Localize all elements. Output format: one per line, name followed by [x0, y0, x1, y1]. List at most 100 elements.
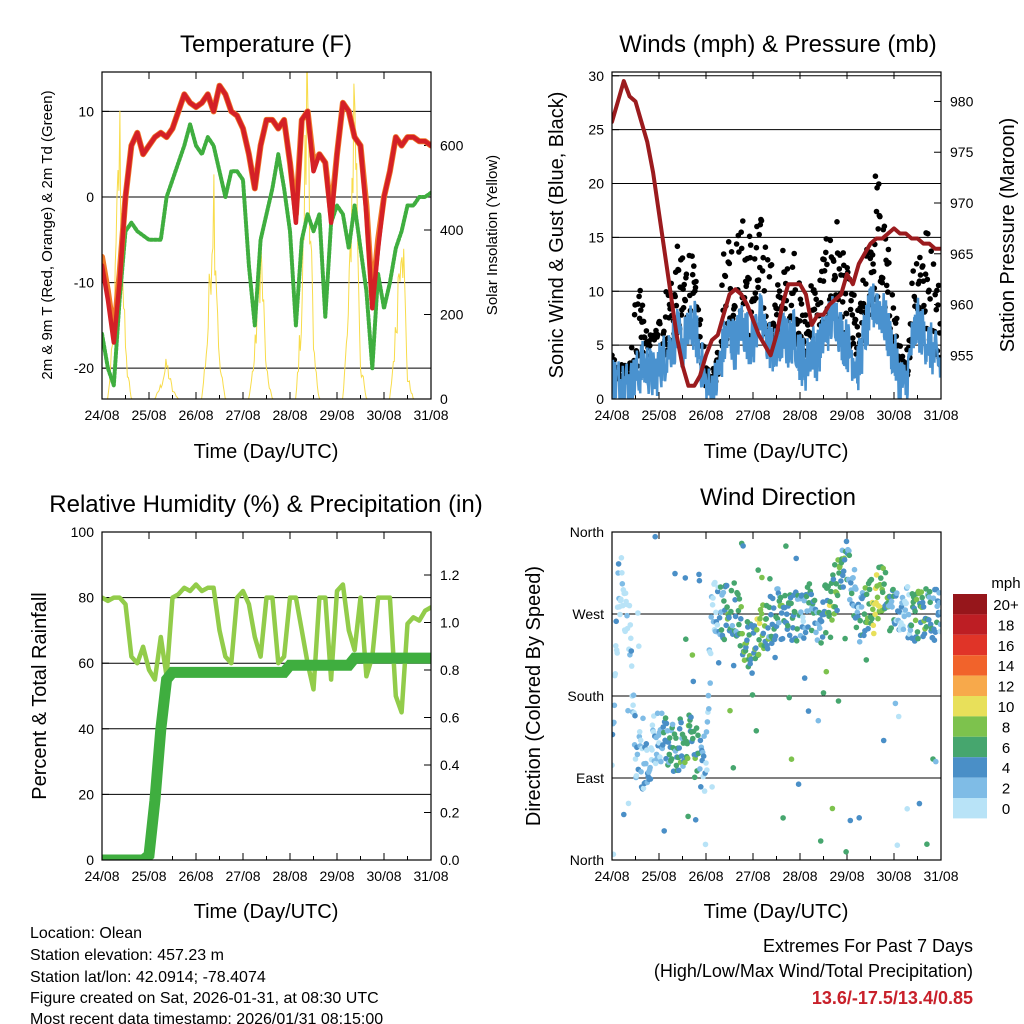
solar-y-label: Solar Insolation (Yellow): [484, 155, 501, 315]
gust-point: [674, 243, 681, 250]
direction-point: [784, 611, 790, 617]
gust-point: [746, 276, 752, 282]
direction-point: [919, 599, 926, 606]
direction-point: [772, 633, 779, 639]
gust-point: [832, 274, 839, 281]
y-tick-label: 0: [86, 189, 94, 205]
direction-point: [768, 611, 774, 618]
direction-point: [782, 592, 788, 599]
gust-point: [854, 324, 861, 330]
direction-point: [707, 650, 714, 657]
direction-point: [833, 581, 839, 587]
temperature-y-label: 2m & 9m T (Red, Orange) & 2m Td (Green): [39, 90, 56, 379]
x-tick-label: 31/08: [923, 868, 958, 884]
direction-point: [755, 567, 761, 573]
legend-title: mph: [991, 575, 1020, 592]
direction-point: [721, 598, 727, 604]
extremes-subtitle: (High/Low/Max Wind/Total Precipitation): [654, 961, 973, 981]
right-y-tick-label: 0.0: [440, 852, 460, 868]
direction-point: [625, 707, 631, 714]
direction-point: [875, 615, 881, 622]
direction-point: [636, 643, 642, 649]
gust-point: [747, 254, 753, 261]
direction-point: [758, 610, 765, 617]
direction-point: [827, 598, 833, 605]
gust-point: [834, 219, 840, 225]
direction-point: [710, 595, 716, 601]
direction-point: [905, 611, 912, 618]
gust-point: [789, 264, 796, 271]
direction-point: [669, 721, 676, 728]
direction-point: [706, 706, 712, 712]
gust-point: [766, 274, 773, 280]
direction-point: [650, 729, 657, 735]
gust-point: [639, 302, 646, 309]
direction-point: [907, 627, 914, 633]
dewpoint-line: [102, 122, 431, 388]
direction-point: [708, 614, 714, 620]
direction-point: [846, 548, 852, 554]
direction-point: [640, 785, 647, 792]
relative-humidity-line: [102, 582, 431, 715]
direction-point: [811, 597, 818, 604]
x-tick-label: 24/08: [594, 868, 629, 884]
right-y-tick-label: 965: [950, 246, 974, 262]
gust-point: [740, 218, 746, 224]
direction-point: [894, 842, 901, 848]
gust-point: [683, 271, 690, 278]
direction-point: [667, 735, 673, 741]
direction-point: [798, 609, 804, 615]
gust-point: [631, 311, 638, 318]
direction-point: [612, 671, 619, 677]
direction-point: [703, 760, 709, 766]
direction-point: [896, 609, 903, 615]
direction-point: [732, 613, 739, 620]
direction-point: [683, 636, 689, 642]
gust-point: [827, 237, 834, 244]
direction-point: [853, 586, 859, 592]
direction-point: [612, 731, 616, 738]
direction-point: [834, 607, 840, 614]
direction-point: [926, 594, 932, 600]
direction-point: [868, 576, 875, 583]
direction-y-label: Direction (Colored By Speed): [523, 566, 545, 826]
direction-point: [727, 707, 733, 714]
legend-swatch: [953, 777, 987, 798]
direction-point: [902, 607, 909, 613]
direction-point: [627, 622, 634, 628]
direction-point: [735, 591, 741, 598]
direction-point: [779, 635, 786, 642]
plot-area-0: 24/08 25/08 26/08 27/08 28/08 29/08 30/08 31/08…: [74, 72, 464, 423]
direction-point: [691, 774, 698, 781]
direction-point: [717, 584, 724, 590]
direction-point: [805, 624, 811, 630]
y-tick-label: 15: [588, 229, 604, 245]
direction-point: [854, 609, 861, 616]
direction-point: [690, 678, 697, 685]
gust-point: [870, 261, 876, 267]
direction-point: [829, 805, 836, 812]
gust-point: [693, 278, 699, 285]
direction-point: [626, 602, 633, 609]
direction-point: [688, 714, 694, 720]
direction-point: [830, 576, 837, 583]
direction-point: [865, 625, 871, 632]
legend-label: 8: [1002, 719, 1010, 736]
direction-point: [938, 609, 941, 615]
x-tick-label: 28/08: [782, 407, 817, 423]
gust-point: [697, 334, 703, 340]
direction-point: [932, 629, 939, 635]
direction-point: [850, 575, 856, 581]
direction-point: [800, 618, 807, 625]
x-tick-label: 29/08: [829, 868, 864, 884]
direction-point: [732, 597, 738, 603]
direction-point: [637, 737, 644, 744]
direction-point: [644, 747, 650, 753]
x-tick-label: 27/08: [735, 868, 770, 884]
direction-point: [740, 543, 746, 549]
gust-point: [840, 250, 846, 256]
direction-point: [857, 617, 863, 624]
gust-point: [764, 257, 771, 263]
direction-point: [843, 849, 849, 855]
direction-point: [856, 815, 862, 821]
